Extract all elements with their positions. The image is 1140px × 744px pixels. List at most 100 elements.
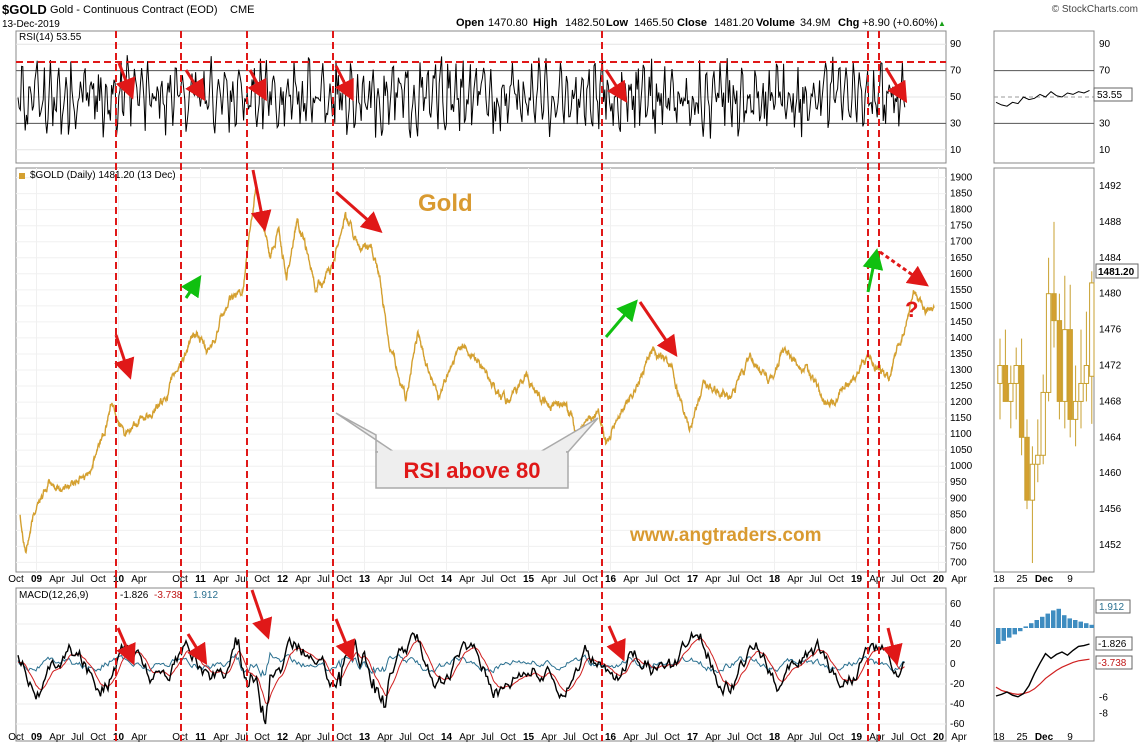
x-tick-label: 12 xyxy=(277,732,289,743)
rsi-mini-y-tick: 90 xyxy=(1099,39,1111,50)
price-y-tick: 1600 xyxy=(950,269,973,280)
macd-hist-bar xyxy=(1007,628,1012,638)
x-tick-label: Apr xyxy=(213,732,229,743)
candle-y-tick: 1492 xyxy=(1099,181,1122,192)
candle xyxy=(1035,419,1041,483)
price-y-tick: 1700 xyxy=(950,237,973,248)
x-tick-label: Apr xyxy=(951,732,967,743)
x-tick-label: Jul xyxy=(563,732,576,743)
red-arrow-icon xyxy=(335,190,383,233)
x-tick-label: Oct xyxy=(582,732,598,743)
candlesticks xyxy=(997,221,1095,564)
mini-x-tick-label: 18 xyxy=(993,574,1005,585)
price-y-tick: 1300 xyxy=(950,365,973,376)
rsi-path xyxy=(17,55,906,139)
x-tick-label: Jul xyxy=(399,732,412,743)
symbol: $GOLD xyxy=(2,2,47,17)
exchange: CME xyxy=(230,4,254,16)
close-value: 1481.20 xyxy=(714,17,754,29)
x-tick-label: Apr xyxy=(49,574,65,585)
price-y-tick: 1850 xyxy=(950,189,973,200)
x-tick-label: Apr xyxy=(541,574,557,585)
x-tick-label: 13 xyxy=(359,732,371,743)
candle-y-tick: 1468 xyxy=(1099,396,1122,407)
candle-y-tick: 1456 xyxy=(1099,504,1122,515)
x-tick-label: Apr xyxy=(49,732,65,743)
macd-hist-bar xyxy=(1034,620,1039,628)
x-tick-label: Oct xyxy=(336,574,352,585)
x-tick-label: 19 xyxy=(851,574,863,585)
low-label: Low xyxy=(606,17,628,29)
candle xyxy=(1013,347,1019,420)
macd-line-path xyxy=(17,630,905,725)
event-lines xyxy=(115,31,880,741)
rsi-y-tick: 10 xyxy=(950,145,962,156)
x-tick-label: Apr xyxy=(295,732,311,743)
macd-hist-bar xyxy=(1084,623,1089,628)
macd-mini-signal xyxy=(995,658,1090,696)
x-tick-label: 09 xyxy=(31,732,43,743)
candle-y-tick: 1484 xyxy=(1099,253,1122,264)
svg-text:-1.826: -1.826 xyxy=(1098,639,1127,650)
x-tick-label: 10 xyxy=(113,732,125,743)
macd-y-tick: 0 xyxy=(950,659,956,670)
x-tick-label: Oct xyxy=(418,574,434,585)
x-tick-label: Oct xyxy=(254,732,270,743)
macd-hist-bar xyxy=(1023,626,1028,628)
svg-text:53.55: 53.55 xyxy=(1097,90,1122,101)
x-tick-label: Oct xyxy=(336,732,352,743)
copyright: © StockCharts.com xyxy=(1052,4,1138,15)
red-arrow-icon xyxy=(606,625,626,662)
macd-hist-bar xyxy=(1040,616,1045,628)
svg-text:1.912: 1.912 xyxy=(1099,602,1124,613)
price-y-tick: 1250 xyxy=(950,381,973,392)
candle xyxy=(1062,275,1068,429)
volume-value: 34.9M xyxy=(800,17,831,29)
red-arrow-icon xyxy=(250,169,272,232)
macd-title: MACD(12,26,9) -1.826 -3.738 1.912 xyxy=(19,590,218,601)
candle xyxy=(1029,446,1036,564)
close-label: Close xyxy=(677,17,707,29)
rsi-mini-y-tick: 70 xyxy=(1099,66,1111,77)
price-y-tick: 1200 xyxy=(950,397,973,408)
price-y-tick: 850 xyxy=(950,509,967,520)
question-mark: ? xyxy=(905,297,918,322)
candle xyxy=(1002,329,1009,402)
red-arrow-icon xyxy=(604,69,628,104)
x-tick-label: Apr xyxy=(623,732,639,743)
candle xyxy=(1056,293,1063,420)
macd-hist-bar xyxy=(1051,610,1056,628)
x-tick-label: 16 xyxy=(605,732,617,743)
x-tick-label: Oct xyxy=(664,574,680,585)
candle xyxy=(1040,374,1046,465)
x-tick-label: Oct xyxy=(746,574,762,585)
price-y-tick: 800 xyxy=(950,525,967,536)
macd-hist-bar xyxy=(1089,624,1094,628)
x-tick-label: Oct xyxy=(582,574,598,585)
macd-mini xyxy=(995,608,1094,698)
macd-mini-y-tick: -6 xyxy=(1099,693,1108,704)
right-last-labels: 53.55 1481.20 1.912 -1.826 -3.738 xyxy=(1093,87,1139,670)
macd-hist-bar xyxy=(996,628,1001,644)
macd-y-tick: 20 xyxy=(950,639,962,650)
price-y-tick: 1450 xyxy=(950,317,973,328)
x-tick-label: Oct xyxy=(172,574,188,585)
price-y-tick: 950 xyxy=(950,477,967,488)
price-y-tick: 700 xyxy=(950,557,967,568)
svg-text:-3.738: -3.738 xyxy=(1098,658,1127,669)
red-arrow-icon xyxy=(114,334,135,380)
macd-hist-bar xyxy=(1062,615,1067,628)
x-tick-label: Jul xyxy=(317,732,330,743)
x-tick-label: 18 xyxy=(769,574,781,585)
rsi-mini-path xyxy=(995,89,1090,107)
x-tick-label: Jul xyxy=(399,574,412,585)
x-tick-label: 20 xyxy=(933,732,945,743)
mini-x-tick-label: 9 xyxy=(1067,574,1073,585)
x-tick-label: Apr xyxy=(131,732,147,743)
y-axes: 9090707050503030101019001850180017501700… xyxy=(950,39,1122,730)
x-tick-label: Jul xyxy=(891,574,904,585)
x-tick-label: Jul xyxy=(235,732,248,743)
x-tick-label: 16 xyxy=(605,574,617,585)
macd-signal-path xyxy=(18,637,905,705)
